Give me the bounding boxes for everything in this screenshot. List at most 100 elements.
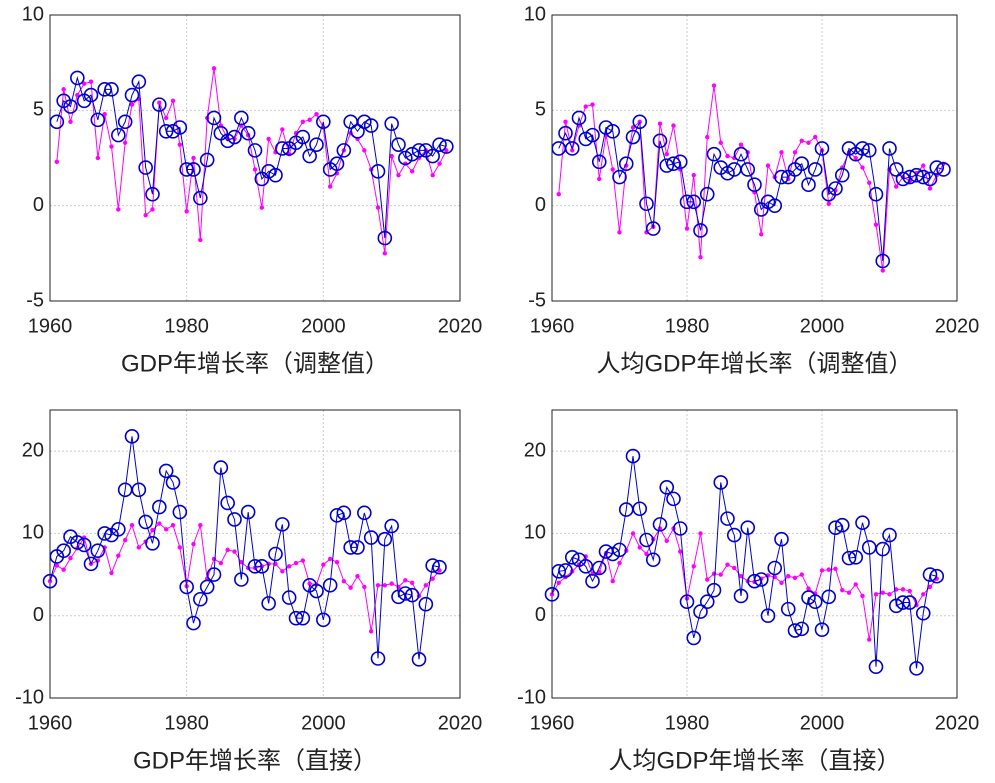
circle-marker	[411, 143, 427, 158]
dot-marker	[191, 541, 196, 547]
x-tick-label: 1960	[530, 712, 575, 734]
circle-marker	[418, 596, 434, 612]
dot-marker	[853, 582, 858, 587]
circle-marker	[632, 501, 648, 517]
circle-marker	[131, 482, 147, 498]
circle-marker	[834, 517, 850, 533]
dot-marker	[116, 553, 121, 558]
dot-marker	[54, 563, 60, 568]
circle-marker	[686, 194, 702, 210]
circle-marker	[612, 169, 627, 185]
circle-marker	[679, 594, 695, 610]
circle-marker	[384, 518, 399, 534]
chart-title: 人均GDP年增长率（直接）	[608, 747, 900, 774]
circle-marker	[713, 475, 729, 490]
dot-marker	[630, 531, 636, 536]
dot-marker	[927, 186, 933, 191]
circle-marker	[909, 167, 924, 183]
dot-marker	[150, 527, 155, 533]
circle-marker	[124, 429, 140, 444]
dot-marker	[355, 574, 360, 579]
dot-marker	[921, 163, 926, 168]
dot-marker	[163, 115, 169, 121]
dot-marker	[637, 545, 642, 550]
circle-marker	[740, 162, 756, 177]
circle-marker	[747, 573, 762, 589]
circle-marker	[821, 589, 837, 605]
circle-marker	[316, 612, 331, 628]
circle-marker	[740, 520, 756, 535]
circle-marker	[117, 114, 133, 130]
dot-marker	[327, 556, 333, 562]
dot-marker	[266, 136, 271, 142]
circle-marker	[679, 194, 695, 210]
dot-marker	[191, 155, 196, 161]
dot-marker	[664, 538, 669, 544]
x-tick-label: 2000	[301, 712, 346, 734]
circle-marker	[794, 621, 810, 637]
y-tick-label: 10	[524, 3, 546, 25]
y-tick-label: 10	[524, 522, 546, 544]
circle-marker	[645, 221, 661, 236]
dot-marker	[116, 207, 121, 212]
circle-marker	[888, 598, 904, 614]
dot-marker	[556, 580, 561, 585]
dot-marker	[907, 588, 912, 594]
dot-marker	[779, 150, 784, 155]
dot-marker	[68, 555, 73, 561]
circle-marker	[83, 87, 99, 103]
dot-marker	[109, 144, 114, 149]
x-tick-label: 1980	[164, 712, 209, 734]
dot-marker	[711, 83, 717, 88]
y-tick-label: -5	[528, 289, 546, 311]
dot-marker	[880, 590, 885, 595]
dot-marker	[617, 230, 622, 235]
series-line	[551, 456, 937, 669]
circle-marker	[398, 150, 413, 166]
circle-marker	[605, 124, 621, 139]
circle-marker	[97, 82, 112, 97]
dot-marker	[718, 572, 723, 577]
circle-marker	[861, 143, 877, 158]
dot-marker	[129, 523, 135, 528]
circle-marker	[915, 169, 931, 185]
y-tick-label: 0	[535, 604, 546, 626]
y-tick-label: 10	[22, 522, 44, 544]
dot-marker	[597, 176, 602, 182]
circle-marker	[814, 141, 830, 156]
circle-marker	[398, 586, 413, 601]
circle-marker	[699, 186, 715, 202]
dot-marker	[563, 119, 568, 124]
dot-marker	[806, 140, 811, 145]
circle-marker	[659, 480, 675, 495]
dot-marker	[81, 81, 87, 86]
circle-marker	[432, 137, 447, 152]
circle-marker	[234, 572, 249, 587]
y-tick-label: -5	[26, 289, 44, 311]
dot-marker	[927, 584, 933, 590]
circle-marker	[363, 530, 379, 545]
dot-marker	[799, 138, 804, 144]
dot-marker	[389, 581, 394, 586]
circle-marker	[929, 568, 945, 584]
circle-marker	[425, 148, 440, 164]
circle-marker	[152, 97, 167, 112]
circle-marker	[309, 137, 324, 152]
dot-marker	[198, 237, 203, 243]
circle-marker	[83, 556, 99, 572]
circle-marker	[165, 124, 181, 139]
dot-marker	[348, 585, 353, 590]
circle-marker	[801, 177, 816, 192]
dot-marker	[799, 572, 804, 577]
dot-marker	[786, 574, 791, 579]
circle-marker	[639, 196, 654, 212]
circle-marker	[281, 590, 297, 605]
circle-marker	[90, 543, 106, 559]
dot-marker	[900, 587, 906, 592]
dot-marker	[136, 545, 142, 550]
circle-marker	[111, 127, 126, 143]
dot-marker	[368, 629, 374, 634]
circle-marker	[787, 623, 803, 638]
circle-marker	[686, 630, 702, 646]
